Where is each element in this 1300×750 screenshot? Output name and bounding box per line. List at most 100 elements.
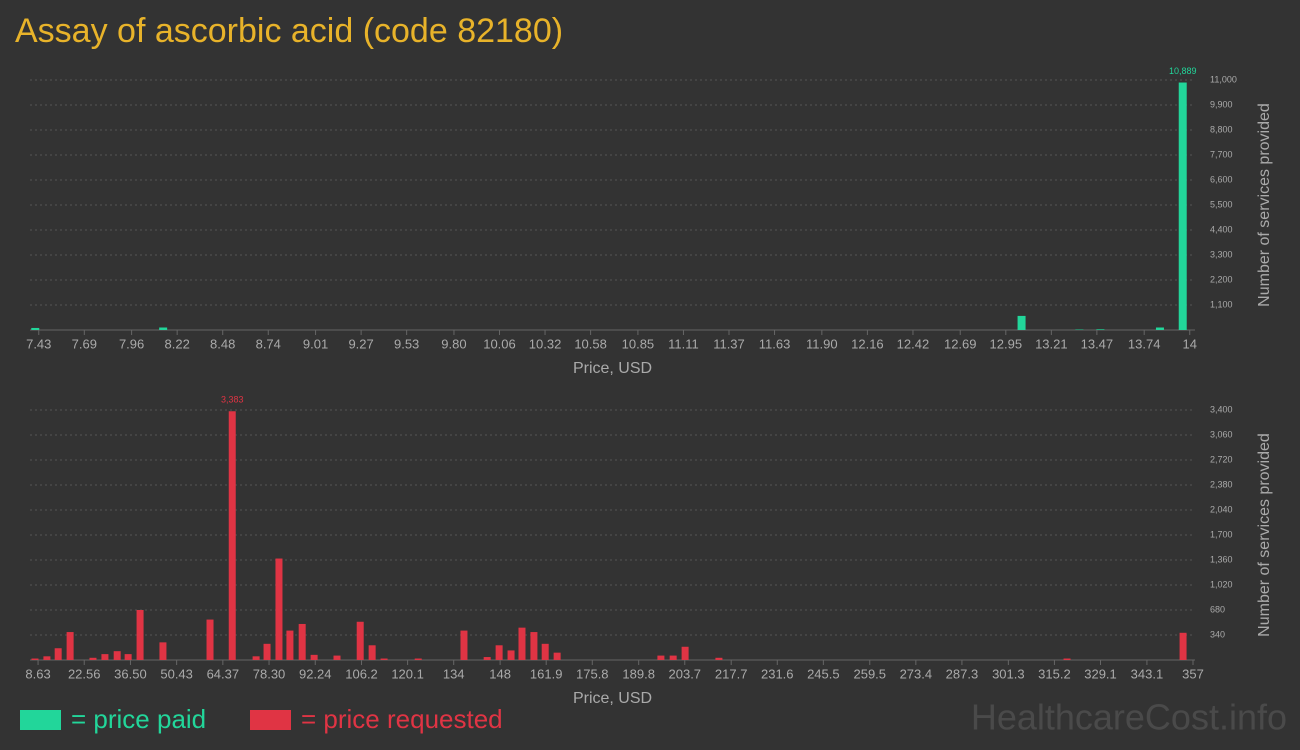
bar xyxy=(1179,632,1187,660)
bar xyxy=(66,632,74,660)
bar xyxy=(495,645,503,660)
x-tick-label: 259.5 xyxy=(853,666,886,681)
x-tick-label: 8.22 xyxy=(165,336,190,351)
y-tick-label: 1,020 xyxy=(1210,579,1233,589)
x-tick-label: 315.2 xyxy=(1038,666,1071,681)
bar xyxy=(368,645,376,660)
x-tick-label: 7.43 xyxy=(26,336,51,351)
value-label: 3,383 xyxy=(221,395,244,405)
x-tick-label: 231.6 xyxy=(761,666,794,681)
bar xyxy=(414,658,422,660)
y-tick-label: 680 xyxy=(1210,604,1225,614)
x-tick-label: 7.96 xyxy=(119,336,144,351)
bar xyxy=(669,655,677,660)
bar xyxy=(206,619,214,660)
bar xyxy=(252,656,260,660)
x-axis-label: Price, USD xyxy=(573,690,652,707)
x-tick-label: 12.16 xyxy=(851,336,884,351)
y-tick-label: 1,100 xyxy=(1210,299,1233,309)
x-tick-label: 8.74 xyxy=(256,336,281,351)
bar xyxy=(159,642,167,660)
x-tick-label: 10.85 xyxy=(622,336,655,351)
y-tick-label: 9,900 xyxy=(1210,99,1233,109)
y-tick-label: 1,360 xyxy=(1210,554,1233,564)
x-axis-label: Price, USD xyxy=(573,360,652,377)
bar xyxy=(124,654,132,660)
bar xyxy=(518,627,526,660)
y-tick-label: 340 xyxy=(1210,629,1225,639)
x-tick-label: 10.32 xyxy=(529,336,562,351)
bar xyxy=(541,643,549,660)
bar xyxy=(507,650,515,660)
x-tick-label: 134 xyxy=(443,666,465,681)
x-tick-label: 11.63 xyxy=(759,336,791,351)
bar xyxy=(228,411,236,660)
y-axis-label: Number of services provided xyxy=(1256,433,1273,637)
bar xyxy=(310,654,318,660)
x-tick-label: 9.01 xyxy=(303,336,328,351)
x-tick-label: 357 xyxy=(1182,666,1204,681)
bar xyxy=(275,558,283,660)
value-label: 10,889 xyxy=(1169,66,1197,76)
y-tick-label: 2,040 xyxy=(1210,504,1233,514)
bar xyxy=(286,630,294,660)
x-tick-label: 329.1 xyxy=(1084,666,1117,681)
y-tick-label: 4,400 xyxy=(1210,224,1233,234)
legend-label: = price paid xyxy=(71,704,206,734)
bar xyxy=(159,327,168,330)
bar xyxy=(460,630,468,660)
legend-swatch xyxy=(20,710,61,730)
bar xyxy=(681,646,689,660)
x-tick-label: 11.90 xyxy=(806,336,838,351)
bar xyxy=(483,657,491,660)
x-tick-label: 92.24 xyxy=(299,666,332,681)
x-tick-label: 343.1 xyxy=(1131,666,1164,681)
y-tick-label: 2,720 xyxy=(1210,454,1233,464)
bar xyxy=(356,621,364,660)
x-tick-label: 14 xyxy=(1183,336,1197,351)
y-tick-label: 11,000 xyxy=(1210,74,1237,84)
bar xyxy=(1017,315,1026,330)
x-tick-label: 50.43 xyxy=(160,666,193,681)
bar xyxy=(113,651,121,660)
x-tick-label: 13.21 xyxy=(1035,336,1068,351)
bar xyxy=(1155,327,1164,330)
bar xyxy=(31,327,40,330)
x-tick-label: 10.06 xyxy=(483,336,516,351)
x-tick-label: 217.7 xyxy=(715,666,748,681)
legend-swatch xyxy=(250,710,291,730)
y-tick-label: 1,700 xyxy=(1210,529,1233,539)
x-tick-label: 301.3 xyxy=(992,666,1025,681)
bar xyxy=(101,654,109,660)
x-tick-label: 245.5 xyxy=(807,666,840,681)
bar xyxy=(1096,329,1105,330)
x-tick-label: 10.58 xyxy=(574,336,607,351)
legend-label: = price requested xyxy=(301,704,503,734)
x-tick-label: 9.27 xyxy=(348,336,373,351)
x-tick-label: 78.30 xyxy=(253,666,286,681)
bar xyxy=(263,643,271,660)
bar xyxy=(657,655,665,660)
x-tick-label: 189.8 xyxy=(622,666,655,681)
x-tick-label: 36.50 xyxy=(114,666,147,681)
y-tick-label: 3,300 xyxy=(1210,249,1233,259)
bar xyxy=(715,657,723,660)
x-tick-label: 13.74 xyxy=(1128,336,1161,351)
y-tick-label: 2,200 xyxy=(1210,274,1233,284)
y-tick-label: 6,600 xyxy=(1210,174,1233,184)
x-tick-label: 273.4 xyxy=(900,666,933,681)
bar xyxy=(553,652,561,660)
bar xyxy=(89,657,97,660)
x-tick-label: 12.95 xyxy=(990,336,1023,351)
chart-title: Assay of ascorbic acid (code 82180) xyxy=(15,12,563,50)
bar xyxy=(530,632,538,660)
x-tick-label: 11.11 xyxy=(668,336,699,351)
x-tick-label: 106.2 xyxy=(345,666,378,681)
x-tick-label: 13.47 xyxy=(1081,336,1114,351)
x-tick-label: 11.37 xyxy=(713,336,745,351)
bar xyxy=(1178,82,1187,330)
x-tick-label: 175.8 xyxy=(576,666,609,681)
x-tick-label: 12.69 xyxy=(944,336,977,351)
x-tick-label: 120.1 xyxy=(391,666,424,681)
x-tick-label: 22.56 xyxy=(68,666,101,681)
